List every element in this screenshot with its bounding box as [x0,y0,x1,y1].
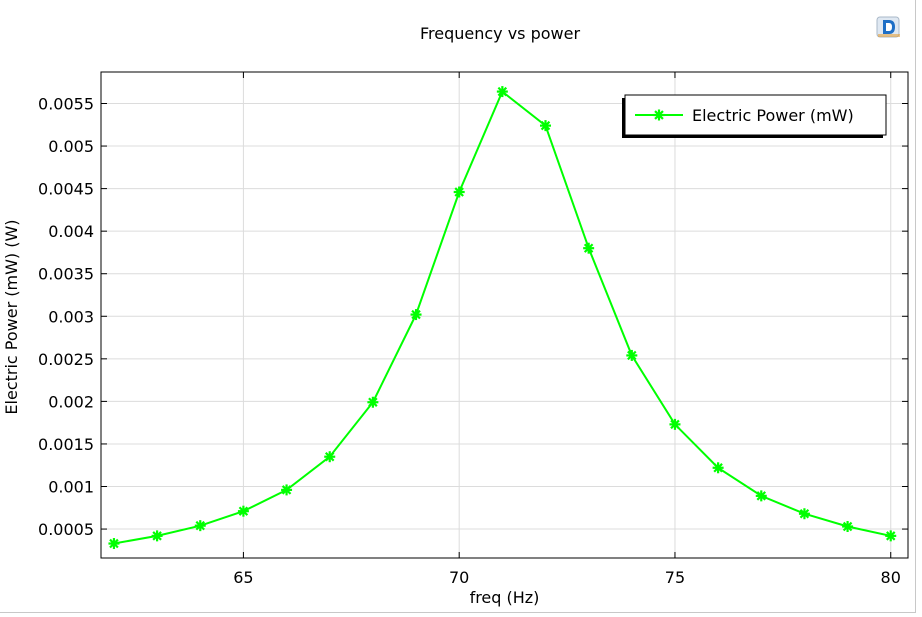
y-tick-label: 0.002 [48,392,94,411]
legend-entry-label: Electric Power (mW) [692,106,854,125]
y-tick-label: 0.003 [48,307,94,326]
data-point [842,521,854,533]
data-point [755,490,767,502]
data-point [798,508,810,520]
y-axis-label: Electric Power (mW) (W) [2,219,21,414]
y-tick-label: 0.005 [48,137,94,156]
series [108,86,897,550]
data-point [583,242,595,254]
grid [101,72,908,558]
y-tick-label: 0.0055 [38,94,94,113]
y-tick-label: 0.004 [48,222,94,241]
y-tick-label: 0.0015 [38,435,94,454]
x-tick-label: 80 [881,568,901,587]
data-point [496,86,508,98]
data-point [539,120,551,132]
x-tick-label: 65 [233,568,253,587]
data-point [669,418,681,430]
graphics-window-icon[interactable] [876,14,902,40]
series-line [113,90,891,545]
data-point [410,309,422,321]
data-point [108,538,120,550]
y-tick-label: 0.0025 [38,350,94,369]
y-tick-label: 0.0035 [38,265,94,284]
data-point [324,451,336,463]
data-point [151,530,163,542]
legend: Electric Power (mW) [622,94,887,138]
x-axis-label: freq (Hz) [470,588,540,607]
data-point [237,505,249,517]
y-tick-label: 0.0045 [38,180,94,199]
data-point [281,484,293,496]
legend-marker-glyph [653,109,665,121]
data-point [367,396,379,408]
y-tick-label: 0.001 [48,478,94,497]
data-point [626,349,638,361]
x-tick-label: 70 [449,568,469,587]
plot-area [100,71,909,559]
x-tick-label: 75 [665,568,685,587]
y-tick-label: 0.0005 [38,520,94,539]
axis-ticks: 65 70 75 80 0.0005 0.001 0.0015 0.002 0.0025 0.00… [38,72,908,587]
data-point [194,520,206,532]
chart-title: Frequency vs power [419,24,581,43]
data-point [885,530,897,542]
data-point [712,462,724,474]
legend-marker [653,109,665,121]
data-point [453,186,465,198]
